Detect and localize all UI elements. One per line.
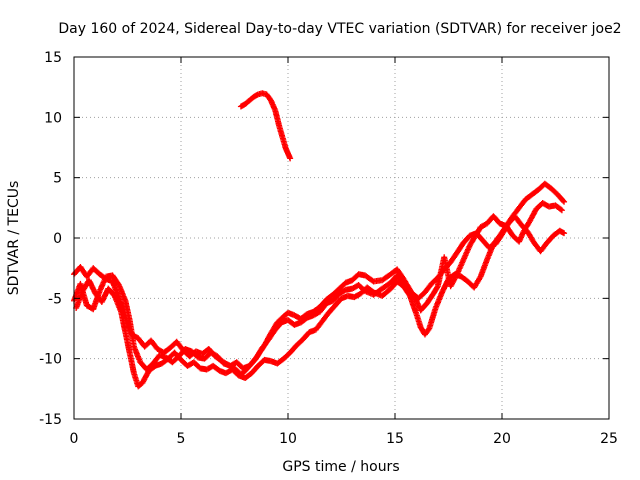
series-trail [239,90,293,161]
y-tick-label: 15 [44,50,62,66]
series-trail [71,200,564,377]
x-axis-label: GPS time / hours [282,459,399,475]
series-track-a [71,200,565,378]
data-points [71,90,568,390]
x-tick-label: 0 [70,431,79,447]
x-tick-label: 25 [600,431,618,447]
y-tick-label: -10 [39,352,62,368]
y-tick-label: -5 [48,291,62,307]
series-track-d [237,90,294,162]
y-axis-label: SDTVAR / TECUs [6,181,22,296]
y-tick-label: 0 [53,231,62,247]
series-trail [73,181,567,389]
x-tick-label: 15 [386,431,404,447]
x-tick-labels: 0 5 10 15 20 25 [70,431,618,447]
y-tick-label: 10 [44,110,62,126]
y-tick-label: 5 [53,171,62,187]
y-tick-labels: -15 -10 -5 0 5 10 15 [39,50,62,428]
series-track-c [71,213,568,373]
x-tick-label: 20 [493,431,511,447]
y-tick-label: -15 [39,412,62,428]
x-tick-label: 5 [177,431,186,447]
axis-ticks [73,56,610,420]
chart-title: Day 160 of 2024, Sidereal Day-to-day VTE… [58,21,621,37]
x-tick-label: 10 [279,431,297,447]
series-track-b [73,180,568,390]
